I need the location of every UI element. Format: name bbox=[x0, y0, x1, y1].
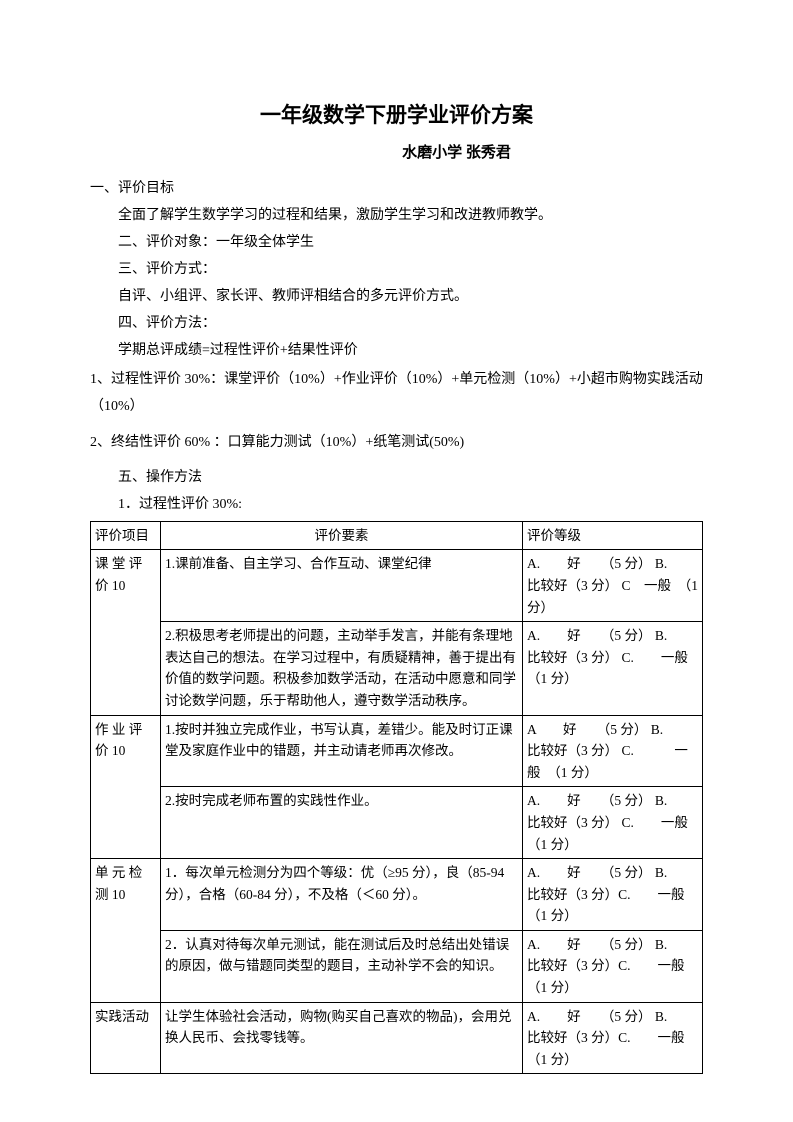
table-row: 2.积极思考老师提出的问题，主动举手发言，并能有条理地表达自己的想法。在学习过程… bbox=[91, 622, 703, 715]
section-1-body: 全面了解学生数学学习的过程和结果，激励学生学习和改进教师教学。 bbox=[90, 205, 703, 226]
section-3-heading: 三、评价方式： bbox=[90, 259, 703, 280]
cell-project: 实践活动 bbox=[91, 1002, 161, 1074]
section-1-heading: 一、评价目标 bbox=[90, 178, 703, 199]
table-row: 课 堂 评 价 10 1.课前准备、自主学习、合作互动、课堂纪律 A. 好 （5… bbox=[91, 550, 703, 622]
list-item-1: 1、过程性评价 30%：课堂评价（10%）+作业评价（10%）+单元检测（10%… bbox=[90, 367, 703, 420]
cell-grade: A. 好 （5 分） B. 比较好（3 分） C. 一般 （1 分） bbox=[523, 787, 703, 859]
section-2-heading: 二、评价对象：一年级全体学生 bbox=[90, 232, 703, 253]
cell-grade: A. 好 （5 分） B. 比较好（3 分） C. 一般 （1 分） bbox=[523, 622, 703, 715]
table-row: 2.按时完成老师布置的实践性作业。 A. 好 （5 分） B. 比较好（3 分）… bbox=[91, 787, 703, 859]
cell-project: 作 业 评 价 10 bbox=[91, 715, 161, 859]
cell-element: 2.积极思考老师提出的问题，主动举手发言，并能有条理地表达自己的想法。在学习过程… bbox=[161, 622, 523, 715]
cell-element: 1．每次单元检测分为四个等级：优（≥95 分），良（85-94 分），合格（60… bbox=[161, 859, 523, 931]
section-4-body: 学期总评成绩=过程性评价+结果性评价 bbox=[90, 340, 703, 361]
document-author: 水磨小学 张秀君 bbox=[90, 142, 703, 165]
evaluation-table: 评价项目 评价要素 评价等级 课 堂 评 价 10 1.课前准备、自主学习、合作… bbox=[90, 521, 703, 1075]
section-4-heading: 四、评价方法： bbox=[90, 313, 703, 334]
list-item-2: 2、终结性评价 60% ：口算能力测试（10%）+纸笔测试(50%) bbox=[90, 430, 703, 457]
table-row: 2．认真对待每次单元测试，能在测试后及时总结出处错误的原因，做与错题同类型的题目… bbox=[91, 930, 703, 1002]
table-row: 实践活动 让学生体验社会活动，购物(购买自己喜欢的物品)，会用兑换人民币、会找零… bbox=[91, 1002, 703, 1074]
cell-project: 单 元 检 测 10 bbox=[91, 859, 161, 1003]
cell-grade: A. 好 （5 分） B. 比较好（3 分）C. 一般 （1 分） bbox=[523, 1002, 703, 1074]
cell-grade: A. 好 （5 分） B. 比较好（3 分）C. 一般 （1 分） bbox=[523, 859, 703, 931]
cell-element: 让学生体验社会活动，购物(购买自己喜欢的物品)，会用兑换人民币、会找零钱等。 bbox=[161, 1002, 523, 1074]
table-row: 作 业 评 价 10 1.按时并独立完成作业，书写认真，差错少。能及时订正课堂及… bbox=[91, 715, 703, 787]
section-3-body: 自评、小组评、家长评、教师评相结合的多元评价方式。 bbox=[90, 286, 703, 307]
table-header-row: 评价项目 评价要素 评价等级 bbox=[91, 521, 703, 550]
document-title: 一年级数学下册学业评价方案 bbox=[90, 100, 703, 132]
cell-element: 1.按时并独立完成作业，书写认真，差错少。能及时订正课堂及家庭作业中的错题，并主… bbox=[161, 715, 523, 787]
cell-project: 课 堂 评 价 10 bbox=[91, 550, 161, 715]
cell-element: 1.课前准备、自主学习、合作互动、课堂纪律 bbox=[161, 550, 523, 622]
section-5-heading: 五、操作方法 bbox=[90, 467, 703, 488]
table-row: 单 元 检 测 10 1．每次单元检测分为四个等级：优（≥95 分），良（85-… bbox=[91, 859, 703, 931]
table-header-element: 评价要素 bbox=[161, 521, 523, 550]
cell-element: 2．认真对待每次单元测试，能在测试后及时总结出处错误的原因，做与错题同类型的题目… bbox=[161, 930, 523, 1002]
cell-grade: A. 好 （5 分） B. 比较好（3 分）C. 一般 （1 分） bbox=[523, 930, 703, 1002]
table-header-grade: 评价等级 bbox=[523, 521, 703, 550]
section-5-sub: 1．过程性评价 30%: bbox=[90, 494, 703, 515]
cell-grade: A 好 （5 分） B. 比较好（3 分） C. 一般 （1 分） bbox=[523, 715, 703, 787]
table-header-project: 评价项目 bbox=[91, 521, 161, 550]
cell-element: 2.按时完成老师布置的实践性作业。 bbox=[161, 787, 523, 859]
cell-grade: A. 好 （5 分） B. 比较好（3 分） C 一般 （1 分） bbox=[523, 550, 703, 622]
